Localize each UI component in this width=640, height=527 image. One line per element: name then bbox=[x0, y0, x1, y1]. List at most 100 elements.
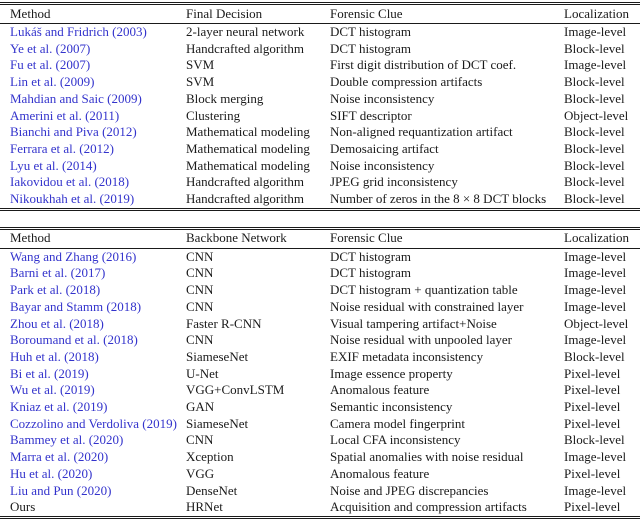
table-row: Bianchi and Piva (2012) Mathematical mode… bbox=[0, 124, 640, 141]
forensic-clue-cell: Image essence property bbox=[330, 365, 453, 381]
method-cell: Huh et al. (2018) bbox=[0, 349, 176, 366]
forensic-clue-cell: Non-aligned requantization artifact bbox=[330, 124, 513, 140]
table-row: Lukáš and Fridrich (2003) 2-layer neural … bbox=[0, 24, 640, 41]
final-decision-cell: SVM bbox=[186, 74, 215, 90]
method-cell: Boroumand et al. (2018) bbox=[0, 332, 176, 349]
final-decision-cell: Mathematical modeling bbox=[186, 124, 310, 140]
table-row: Fu et al. (2007) SVM First digit distribut… bbox=[0, 57, 640, 74]
table-row: Bayar and Stamm (2018) CNN Noise residual … bbox=[0, 299, 640, 316]
method-cell: Hu et al. (2020) bbox=[0, 466, 176, 483]
final-decision-cell: SVM bbox=[186, 57, 215, 73]
forensic-clue-cell: Camera model fingerprint bbox=[330, 415, 466, 431]
table-row: Liu and Pun (2020) DenseNet Noise and JPEG… bbox=[0, 483, 640, 500]
final-decision-cell: Handcrafted algorithm bbox=[186, 174, 305, 190]
backbone-network-cell: CNN bbox=[186, 282, 214, 298]
table-row: Kniaz et al. (2019) GAN Semantic inconsist… bbox=[0, 399, 640, 416]
table-row: Lyu et al. (2014) Mathematical modeling No… bbox=[0, 158, 640, 175]
citation-link[interactable]: Iakovidou et al. (2018) bbox=[10, 174, 130, 190]
forensic-clue-cell: Double compression artifacts bbox=[330, 74, 483, 90]
method-cell: Bi et al. (2019) bbox=[0, 366, 176, 383]
column-header-final-decision: Final Decision bbox=[176, 3, 320, 24]
citation-link[interactable]: Barni et al. (2017) bbox=[10, 265, 106, 281]
citation-link[interactable]: Lukáš and Fridrich (2003) bbox=[10, 24, 147, 39]
localization-cell: Block-level bbox=[564, 432, 625, 448]
citation-link[interactable]: Park et al. (2018) bbox=[10, 282, 101, 298]
method-cell: Ours bbox=[0, 499, 176, 517]
backbone-network-cell: CNN bbox=[186, 298, 214, 314]
localization-cell: Object-level bbox=[564, 315, 629, 331]
final-decision-cell: Mathematical modeling bbox=[186, 157, 310, 173]
table-row: Huh et al. (2018) SiameseNet EXIF metadata… bbox=[0, 349, 640, 366]
forensic-clue-cell: Noise residual with constrained layer bbox=[330, 298, 524, 314]
final-decision-cell: Clustering bbox=[186, 107, 241, 123]
table-row: Park et al. (2018) CNN DCT histogram + qua… bbox=[0, 282, 640, 299]
table-row: Barni et al. (2017) CNN DCT histogram Image… bbox=[0, 265, 640, 282]
method-cell: Bianchi and Piva (2012) bbox=[0, 124, 176, 141]
citation-link[interactable]: Hu et al. (2020) bbox=[10, 465, 93, 481]
table-row: Amerini et al. (2011) Clustering SIFT desc… bbox=[0, 108, 640, 125]
final-decision-cell: Handcrafted algorithm bbox=[186, 191, 305, 207]
forensic-clue-cell: Local CFA inconsistency bbox=[330, 432, 461, 448]
citation-link[interactable]: Wu et al. (2019) bbox=[10, 382, 95, 398]
citation-link[interactable]: Ye et al. (2007) bbox=[10, 40, 91, 56]
citation-link[interactable]: Amerini et al. (2011) bbox=[10, 107, 120, 123]
column-header-localization: Localization bbox=[554, 3, 640, 24]
table-row: Cozzolino and Verdoliva (2019) SiameseNet… bbox=[0, 416, 640, 433]
citation-link[interactable]: Wang and Zhang (2016) bbox=[10, 248, 137, 264]
citation-link[interactable]: Liu and Pun (2020) bbox=[10, 482, 112, 498]
localization-cell: Object-level bbox=[564, 107, 629, 123]
forensic-clue-cell: Acquisition and compression artifacts bbox=[330, 499, 527, 515]
table-row: Wang and Zhang (2016) CNN DCT histogram Ima… bbox=[0, 248, 640, 265]
citation-link[interactable]: Zhou et al. (2018) bbox=[10, 315, 104, 331]
citation-link[interactable]: Bammey et al. (2020) bbox=[10, 432, 124, 448]
citation-link[interactable]: Huh et al. (2018) bbox=[10, 348, 99, 364]
forensic-clue-cell: DCT histogram bbox=[330, 265, 412, 281]
citation-link[interactable]: Nikoukhah et al. (2019) bbox=[10, 191, 135, 207]
method-cell: Liu and Pun (2020) bbox=[0, 483, 176, 500]
table-row: Zhou et al. (2018) Faster R-CNN Visual tam… bbox=[0, 316, 640, 333]
localization-cell: Pixel-level bbox=[564, 499, 621, 515]
forensic-clue-cell: Visual tampering artifact+Noise bbox=[330, 315, 497, 331]
method-cell: Zhou et al. (2018) bbox=[0, 316, 176, 333]
method-cell: Lukáš and Fridrich (2003) bbox=[0, 24, 176, 41]
localization-cell: Block-level bbox=[564, 157, 625, 173]
final-decision-cell: Handcrafted algorithm bbox=[186, 40, 305, 56]
citation-link[interactable]: Mahdian and Saic (2009) bbox=[10, 90, 142, 106]
localization-cell: Pixel-level bbox=[564, 399, 621, 415]
method-cell: Mahdian and Saic (2009) bbox=[0, 91, 176, 108]
localization-cell: Image-level bbox=[564, 449, 627, 465]
forensic-clue-cell: Spatial anomalies with noise residual bbox=[330, 449, 524, 465]
citation-link[interactable]: Boroumand et al. (2018) bbox=[10, 332, 138, 348]
citation-link[interactable]: Ferrara et al. (2012) bbox=[10, 140, 114, 156]
localization-cell: Image-level bbox=[564, 24, 627, 39]
forensic-clue-cell: First digit distribution of DCT coef. bbox=[330, 57, 517, 73]
localization-cell: Image-level bbox=[564, 332, 627, 348]
column-header-forensic-clue: Forensic Clue bbox=[320, 228, 554, 249]
method-cell: Nikoukhah et al. (2019) bbox=[0, 191, 176, 209]
citation-link[interactable]: Kniaz et al. (2019) bbox=[10, 399, 108, 415]
citation-link[interactable]: Bianchi and Piva (2012) bbox=[10, 124, 137, 140]
backbone-network-cell: SiameseNet bbox=[186, 415, 249, 431]
localization-cell: Block-level bbox=[564, 348, 625, 364]
citation-link[interactable]: Fu et al. (2007) bbox=[10, 57, 91, 73]
citation-link[interactable]: Bi et al. (2019) bbox=[10, 365, 89, 381]
citation-link[interactable]: Bayar and Stamm (2018) bbox=[10, 298, 142, 314]
citation-link[interactable]: Marra et al. (2020) bbox=[10, 449, 109, 465]
localization-cell: Block-level bbox=[564, 191, 625, 207]
forensic-clue-cell: Semantic inconsistency bbox=[330, 399, 453, 415]
localization-cell: Block-level bbox=[564, 174, 625, 190]
citation-link[interactable]: Lin et al. (2009) bbox=[10, 74, 95, 90]
table-row: Mahdian and Saic (2009) Block merging Nois… bbox=[0, 91, 640, 108]
localization-cell: Image-level bbox=[564, 265, 627, 281]
forensic-clue-cell: EXIF metadata inconsistency bbox=[330, 348, 484, 364]
backbone-network-cell: HRNet bbox=[186, 499, 223, 515]
method-cell: Barni et al. (2017) bbox=[0, 265, 176, 282]
backbone-network-cell: CNN bbox=[186, 332, 214, 348]
citation-link[interactable]: Lyu et al. (2014) bbox=[10, 157, 97, 173]
table-row: Nikoukhah et al. (2019) Handcrafted algor… bbox=[0, 191, 640, 209]
table-row: Ferrara et al. (2012) Mathematical modeli… bbox=[0, 141, 640, 158]
method-cell: Bammey et al. (2020) bbox=[0, 432, 176, 449]
citation-link[interactable]: Cozzolino and Verdoliva (2019) bbox=[10, 415, 177, 431]
column-header-localization: Localization bbox=[554, 228, 640, 249]
localization-cell: Pixel-level bbox=[564, 415, 621, 431]
